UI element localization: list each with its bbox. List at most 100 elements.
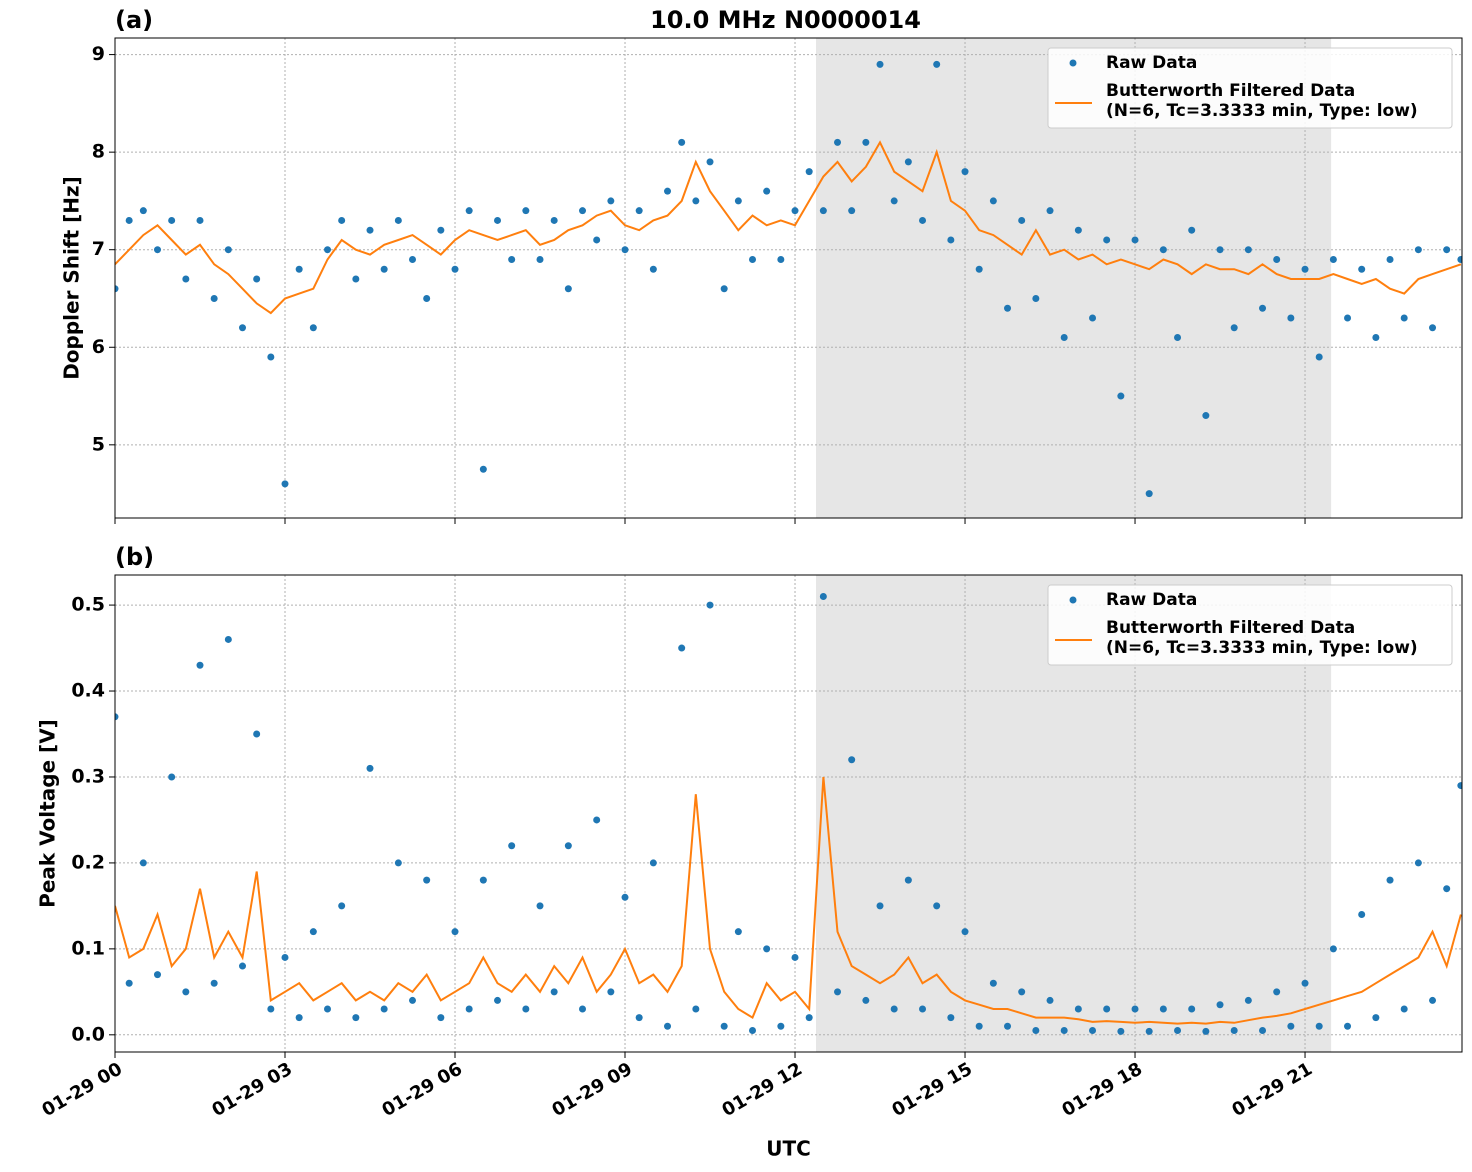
data-point xyxy=(366,226,374,234)
data-point xyxy=(791,953,799,961)
data-point xyxy=(154,246,162,254)
filtered-line xyxy=(115,776,1462,1025)
data-point xyxy=(692,1005,700,1013)
y-tick-label: 0.3 xyxy=(71,765,105,787)
y-tick-label: 9 xyxy=(92,43,105,65)
data-point xyxy=(239,324,247,332)
data-point xyxy=(210,979,218,987)
data-point xyxy=(805,168,813,176)
data-point xyxy=(494,216,502,224)
legend-label: Butterworth Filtered Data (N=6, Tc=3.3333… xyxy=(1106,81,1418,121)
data-point xyxy=(366,764,374,772)
data-point xyxy=(1358,265,1366,273)
data-point xyxy=(1018,988,1026,996)
data-point xyxy=(324,1005,332,1013)
data-point xyxy=(763,945,771,953)
data-point xyxy=(1145,1027,1153,1035)
data-point xyxy=(1244,996,1252,1004)
data-point xyxy=(734,928,742,936)
data-point xyxy=(706,158,714,166)
data-point xyxy=(210,294,218,302)
data-point xyxy=(1457,782,1462,790)
data-point xyxy=(508,255,516,263)
data-point xyxy=(1414,859,1422,867)
data-point xyxy=(1244,246,1252,254)
data-point xyxy=(664,187,672,195)
data-point xyxy=(1089,1027,1097,1035)
panel-label: (a) xyxy=(115,6,153,34)
data-point xyxy=(1103,1005,1111,1013)
data-point xyxy=(1259,1027,1267,1035)
data-point xyxy=(437,226,445,234)
data-point xyxy=(196,661,204,669)
data-point xyxy=(1259,304,1267,312)
plot-area xyxy=(115,592,1462,1035)
data-point xyxy=(451,265,459,273)
data-point xyxy=(564,285,572,293)
data-point xyxy=(338,216,346,224)
data-point xyxy=(1188,226,1196,234)
data-point xyxy=(494,996,502,1004)
data-point xyxy=(961,928,969,936)
data-point xyxy=(777,1022,785,1030)
data-point xyxy=(1074,1005,1082,1013)
data-point xyxy=(834,138,842,146)
data-point xyxy=(1287,1022,1295,1030)
data-point xyxy=(239,962,247,970)
data-point xyxy=(862,996,870,1004)
data-point xyxy=(1315,353,1323,361)
y-tick-label: 6 xyxy=(92,336,105,358)
data-point xyxy=(961,168,969,176)
data-point xyxy=(904,876,912,884)
x-tick-label: 01-29 12 xyxy=(719,1058,806,1121)
data-point xyxy=(309,928,317,936)
data-point xyxy=(338,902,346,910)
data-point xyxy=(168,216,176,224)
data-point xyxy=(1131,236,1139,244)
data-point xyxy=(1273,988,1281,996)
data-point xyxy=(989,979,997,987)
x-tick-label: 01-29 15 xyxy=(889,1058,976,1121)
data-point xyxy=(423,294,431,302)
x-tick-label: 01-29 00 xyxy=(39,1058,126,1121)
legend-box xyxy=(1047,584,1453,666)
data-point xyxy=(579,1005,587,1013)
data-point xyxy=(394,216,402,224)
data-point xyxy=(423,876,431,884)
data-point xyxy=(607,988,615,996)
data-point xyxy=(394,859,402,867)
data-point xyxy=(1074,226,1082,234)
data-point xyxy=(1089,314,1097,322)
data-point xyxy=(1386,255,1394,263)
data-point xyxy=(621,246,629,254)
data-point xyxy=(182,988,190,996)
data-point xyxy=(1400,1005,1408,1013)
data-point xyxy=(409,255,417,263)
data-point xyxy=(848,756,856,764)
data-point xyxy=(876,60,884,68)
data-point xyxy=(139,207,147,215)
data-point xyxy=(1443,885,1451,893)
data-point xyxy=(125,979,133,987)
data-point xyxy=(890,1005,898,1013)
y-tick-label: 8 xyxy=(92,141,105,163)
data-point xyxy=(1273,255,1281,263)
legend-marker xyxy=(1069,596,1077,604)
data-point xyxy=(451,928,459,936)
data-point xyxy=(649,265,657,273)
data-point xyxy=(919,1005,927,1013)
data-point xyxy=(522,207,530,215)
data-point xyxy=(975,265,983,273)
data-point xyxy=(621,893,629,901)
data-point xyxy=(1216,246,1224,254)
data-point xyxy=(1103,236,1111,244)
legend-box xyxy=(1047,47,1453,129)
data-point xyxy=(1117,1027,1125,1035)
data-point xyxy=(1060,334,1068,342)
data-point xyxy=(267,1005,275,1013)
data-point xyxy=(352,275,360,283)
data-point xyxy=(550,216,558,224)
x-tick-label: 01-29 03 xyxy=(209,1058,296,1121)
legend-label: Raw Data xyxy=(1106,53,1197,73)
chart-title: 10.0 MHz N0000014 xyxy=(650,6,921,34)
